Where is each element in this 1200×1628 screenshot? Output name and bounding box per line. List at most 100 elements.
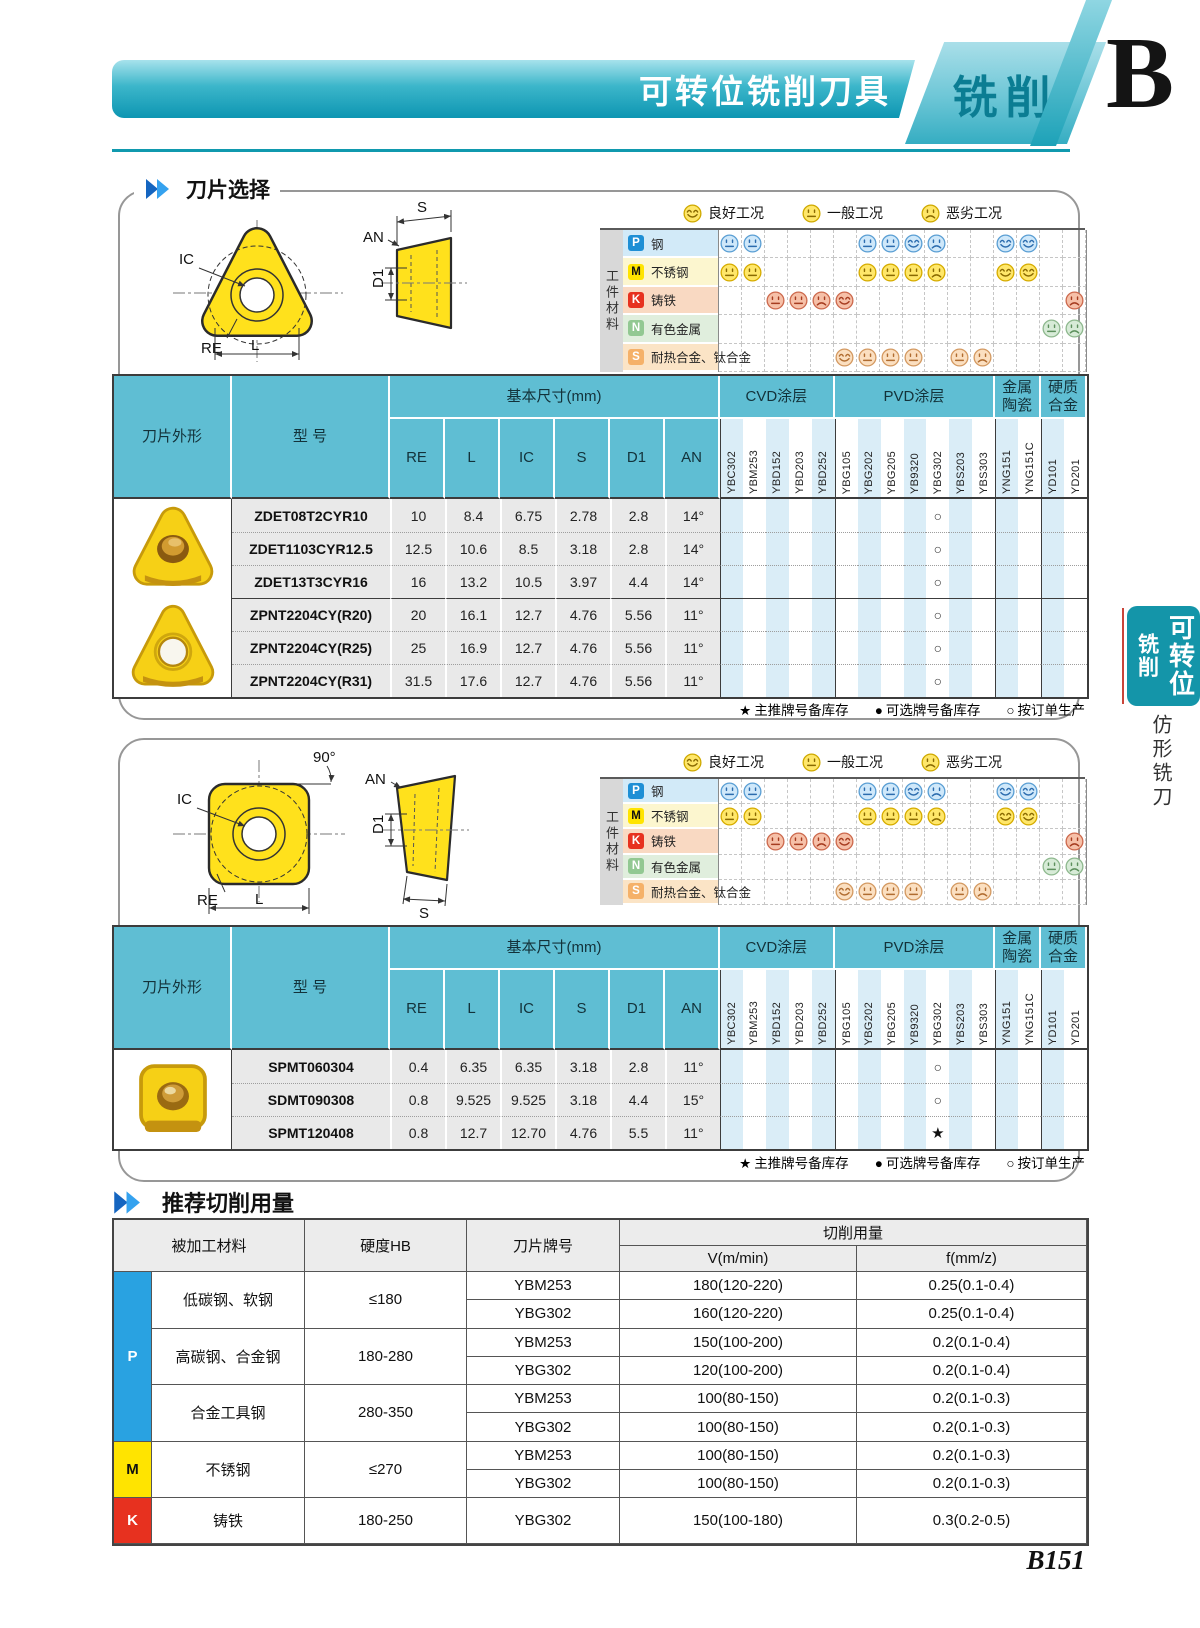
grade-cell xyxy=(742,565,766,598)
dim-cell: 3.97 xyxy=(555,565,610,598)
suitability-cell xyxy=(1017,230,1041,259)
sidebar-tab-indexable-milling[interactable]: 可转位 铣削 xyxy=(1127,606,1200,706)
suitability-cell xyxy=(787,854,811,880)
face-bad-icon xyxy=(927,807,946,826)
model-cell: ZPNT2204CY(R25) xyxy=(232,631,390,664)
grade-name-YBS203: YBS203 xyxy=(949,970,973,1050)
face-good-icon xyxy=(996,234,1015,253)
grade-cell xyxy=(811,499,835,532)
suitability-cell xyxy=(810,315,834,344)
material-class-chip: M xyxy=(628,263,644,280)
suitability-cell xyxy=(971,779,995,805)
suitability-cell xyxy=(764,286,788,316)
suitability-cell xyxy=(764,315,788,344)
face-neutral-icon xyxy=(743,234,762,253)
header-title: 可转位铣削刀具 xyxy=(639,73,891,110)
grade-group-header: 金属陶瓷 xyxy=(995,927,1042,970)
cut-grade-cell: YBM253 xyxy=(467,1328,620,1357)
cut-header-hardness: 硬度HB xyxy=(305,1220,467,1272)
grade-cell xyxy=(949,1116,973,1149)
suitability-cell xyxy=(856,779,880,805)
suitability-cell xyxy=(925,286,949,316)
face-good-icon xyxy=(996,782,1015,801)
insert-drawing-square: 90° IC RE L AN D1 S xyxy=(173,749,469,920)
grade-cell xyxy=(857,565,881,598)
insert-shape-cell xyxy=(114,1050,232,1149)
cut-speed-cell: 160(120-220) xyxy=(620,1300,857,1329)
dim-cell: 16.1 xyxy=(445,598,500,631)
material-class-chip: P xyxy=(628,782,644,799)
dim-cell: 0.4 xyxy=(390,1050,445,1083)
grade-cell xyxy=(995,1050,1019,1083)
grade-name-YB9320: YB9320 xyxy=(903,419,927,499)
suitability-cell xyxy=(1017,804,1041,830)
condition-legend-label: 一般工况 xyxy=(827,754,883,770)
dim-cell: 10.6 xyxy=(445,532,500,565)
cut-grade-cell: YBM253 xyxy=(467,1385,620,1414)
grade-cell xyxy=(788,565,812,598)
cut-feed-cell: 0.2(0.1-0.3) xyxy=(857,1385,1087,1414)
model-cell: ZDET13T3CYR16 xyxy=(232,565,390,598)
suitability-cell xyxy=(1040,879,1064,905)
suitability-cell xyxy=(1017,879,1041,905)
suitability-cell xyxy=(787,804,811,830)
dim-cell: 3.18 xyxy=(555,1050,610,1083)
face-bad-icon xyxy=(1065,291,1084,310)
grade-name-YBG205: YBG205 xyxy=(880,419,904,499)
face-neutral-icon xyxy=(802,203,821,223)
grade-cell xyxy=(903,598,927,631)
suitability-cell xyxy=(833,879,857,905)
grade-cell xyxy=(903,664,927,697)
grade-cell xyxy=(1041,1116,1065,1149)
col-header-dim-AN: AN xyxy=(665,419,720,499)
suitability-cell xyxy=(719,879,742,905)
suitability-cell xyxy=(810,879,834,905)
face-neutral-icon xyxy=(743,782,762,801)
stock-mark-cell: ○ xyxy=(926,1083,950,1116)
material-class-cell-P: P xyxy=(114,1272,152,1442)
grade-cell xyxy=(811,565,835,598)
cut-speed-cell: 100(80-150) xyxy=(620,1470,857,1499)
face-good-icon xyxy=(683,203,702,223)
suitability-cell xyxy=(925,879,949,905)
suitability-cell xyxy=(833,286,857,316)
suitability-cell xyxy=(1017,315,1041,344)
suitability-cell xyxy=(1040,854,1064,880)
material-name: 钢 xyxy=(651,237,664,252)
stock-legend-item: ★ 主推牌号备库存 xyxy=(739,1156,849,1171)
dim-cell: 3.18 xyxy=(555,1083,610,1116)
suitability-cell xyxy=(971,315,995,344)
stock-mark-cell: ○ xyxy=(926,532,950,565)
grade-name-text: YBD203 xyxy=(794,451,807,494)
cut-material-cell: 不锈钢 xyxy=(152,1441,305,1499)
face-bad-icon xyxy=(973,882,992,901)
grade-cell xyxy=(1064,565,1087,598)
grade-name-text: YD201 xyxy=(1069,1009,1082,1045)
suitability-cell xyxy=(810,854,834,880)
dim-cell: 14° xyxy=(665,499,720,532)
grade-name-text: YBG202 xyxy=(863,1001,876,1045)
suitability-grid-1 xyxy=(718,230,1087,372)
face-good-icon xyxy=(904,234,923,253)
col-header-dim-S: S xyxy=(555,419,610,499)
dim-cell: 11° xyxy=(665,598,720,631)
cut-grade-cell: YBM253 xyxy=(467,1441,620,1471)
condition-legend-item: 一般工况 xyxy=(802,752,883,772)
suitability-cell xyxy=(879,230,903,259)
grade-cell xyxy=(720,1083,743,1116)
suitability-cell xyxy=(994,829,1018,855)
grade-name-text: YNG151C xyxy=(1023,441,1036,494)
grade-cell xyxy=(1018,532,1042,565)
condition-legend-item: 一般工况 xyxy=(802,203,883,223)
grade-cell xyxy=(880,565,904,598)
cut-hardness-cell: 180-280 xyxy=(305,1328,467,1386)
grade-cell xyxy=(811,1116,835,1149)
grade-cell xyxy=(1064,1083,1087,1116)
dim-cell: 14° xyxy=(665,532,720,565)
suitability-cell xyxy=(856,286,880,316)
dim-cell: 5.56 xyxy=(610,598,665,631)
workpiece-axis: 工件材料 xyxy=(600,779,623,905)
dim-cell: 11° xyxy=(665,664,720,697)
cut-feed-cell: 0.2(0.1-0.3) xyxy=(857,1441,1087,1471)
grade-cell xyxy=(1018,631,1042,664)
